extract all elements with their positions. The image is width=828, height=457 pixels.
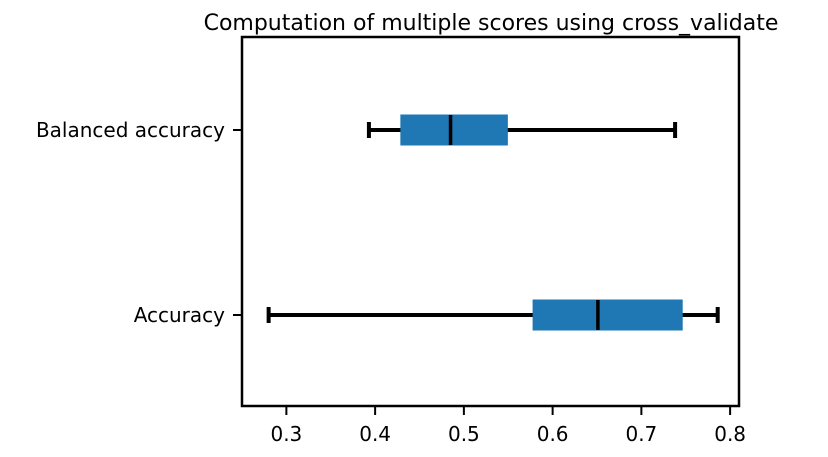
y-tick-label-accuracy: Accuracy — [134, 303, 225, 327]
x-tick-label: 0.4 — [359, 422, 391, 446]
box-accuracy — [532, 299, 683, 331]
x-tick-label: 0.7 — [625, 422, 657, 446]
chart-title: Computation of multiple scores using cro… — [204, 11, 779, 36]
x-tick-label: 0.6 — [537, 422, 569, 446]
box-balanced-accuracy — [400, 114, 508, 146]
x-tick-label: 0.3 — [270, 422, 302, 446]
x-tick-label: 0.8 — [714, 422, 746, 446]
y-tick-label-balanced-accuracy: Balanced accuracy — [36, 118, 225, 142]
plot-area-frame — [240, 35, 741, 408]
x-tick-label: 0.5 — [448, 422, 480, 446]
